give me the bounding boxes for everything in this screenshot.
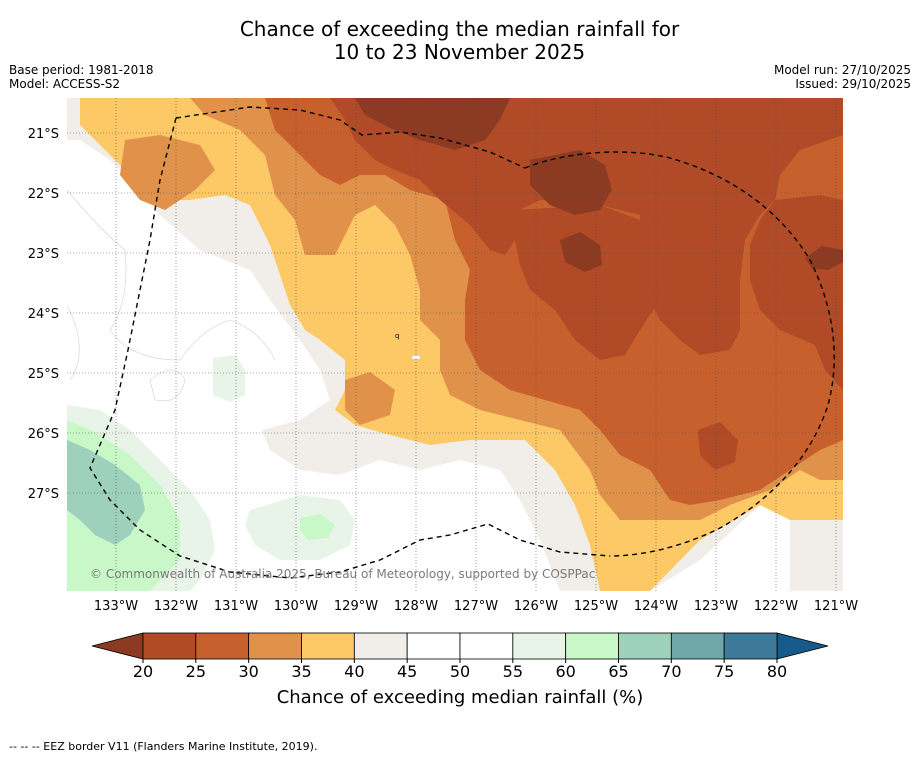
copyright-credit: © Commonwealth of Australia 2025, Bureau… (90, 567, 595, 581)
contour-line (67, 189, 276, 361)
colorbar-under-triangle (91, 632, 144, 660)
colorbar-cells (142, 632, 778, 660)
colorbar-cell (353, 632, 408, 660)
colorbar-cell (248, 632, 302, 660)
region-25-30-se (698, 422, 738, 470)
region-25-30-mid (515, 205, 660, 360)
lon-label: 128°W (394, 599, 438, 614)
colorbar-ticks: 20 25 30 35 40 45 50 55 60 65 70 75 80 (133, 659, 787, 681)
colorbar-tick-label: 40 (344, 662, 364, 681)
lat-label: 22°S (28, 187, 59, 202)
lon-label: 131°W (214, 599, 258, 614)
colorbar-tick-label: 60 (555, 662, 575, 681)
colorbar-cell (618, 632, 672, 660)
region-60-65-center (300, 514, 335, 540)
region-25-30 (330, 98, 843, 355)
title-line-1: Chance of exceeding the median rainfall … (239, 17, 680, 41)
lat-label: 25°S (28, 367, 59, 382)
lon-label: 133°W (94, 599, 138, 614)
lon-label: 124°W (634, 599, 678, 614)
lon-label: 125°W (574, 599, 618, 614)
lon-label: 126°W (514, 599, 558, 614)
lon-label: 130°W (274, 599, 318, 614)
lon-label: 129°W (334, 599, 378, 614)
colorbar-title: Chance of exceeding median rainfall (%) (277, 687, 644, 708)
region-20-25-east (805, 246, 843, 270)
region-55-60-islet (213, 355, 245, 402)
colorbar-cell (301, 632, 355, 660)
region-20-25-north (355, 98, 510, 150)
colorbar-cell (406, 632, 461, 660)
map-speck (412, 356, 420, 359)
eez-footnote: -- -- -- EEZ border V11 (Flanders Marine… (9, 740, 318, 753)
eez-border-east (524, 151, 835, 557)
lat-labels: 21°S 22°S 23°S 24°S 25°S 26°S 27°S (28, 127, 59, 502)
region-20-25-core (530, 150, 612, 215)
colorbar-cell (670, 632, 725, 660)
lat-label: 21°S (28, 127, 59, 142)
model-name: Model: ACCESS-S2 (9, 77, 121, 91)
region-20-25-spot (560, 232, 602, 272)
region-35-40-south (345, 372, 395, 425)
lat-gridlines (67, 132, 843, 494)
map-speck: q (395, 332, 399, 340)
colorbar-tick-label: 35 (291, 662, 311, 681)
colorbar-over-triangle (776, 632, 829, 660)
colorbar-cell (195, 632, 250, 660)
title-line-2: 10 to 23 November 2025 (333, 40, 586, 64)
model-run: Model run: 27/10/2025 (773, 63, 911, 77)
lon-label: 123°W (694, 599, 738, 614)
colorbar-tick-label: 20 (133, 662, 153, 681)
lat-label: 24°S (28, 307, 59, 322)
colorbar-cell (459, 632, 514, 660)
chart-title: Chance of exceeding the median rainfall … (0, 18, 919, 64)
lat-label: 27°S (28, 487, 59, 502)
colorbar-cell (565, 632, 619, 660)
issued-date: Issued: 29/10/2025 (795, 77, 911, 91)
map-panel: q © Commonwealth of Australia 2025, Bure… (67, 98, 843, 591)
colorbar-tick-label: 80 (767, 662, 787, 681)
colorbar-tick-label: 25 (186, 662, 206, 681)
lon-label: 122°W (754, 599, 798, 614)
colorbar-cell (142, 632, 197, 660)
run-info: Model run: 27/10/2025 Issued: 29/10/2025 (774, 63, 911, 91)
colorbar-tick-label: 30 (238, 662, 258, 681)
lon-label: 121°W (814, 599, 858, 614)
colorbar-cell (723, 632, 778, 660)
contour-line (67, 304, 186, 402)
colorbar-tick-label: 65 (608, 662, 628, 681)
region-35-40-west (120, 135, 215, 210)
region-25-30-east (750, 195, 843, 390)
colorbar-cell (512, 632, 567, 660)
colorbar-tick-label: 50 (450, 662, 470, 681)
lon-label: 127°W (454, 599, 498, 614)
base-period: Base period: 1981-2018 (9, 63, 154, 77)
lon-label: 132°W (154, 599, 198, 614)
colorbar: 20 25 30 35 40 45 50 55 60 65 70 75 80 Chance of exc… (91, 632, 829, 708)
lon-gridlines (115, 98, 837, 591)
lat-label: 23°S (28, 247, 59, 262)
colorbar-tick-label: 70 (661, 662, 681, 681)
lon-labels: 133°W 132°W 131°W 130°W 129°W 128°W 127°… (94, 599, 858, 614)
colorbar-tick-label: 45 (397, 662, 417, 681)
eez-border-west (89, 106, 611, 579)
colorbar-tick-label: 55 (503, 662, 523, 681)
colorbar-tick-label: 75 (714, 662, 734, 681)
lat-label: 26°S (28, 427, 59, 442)
base-info: Base period: 1981-2018 Model: ACCESS-S2 (9, 63, 154, 91)
